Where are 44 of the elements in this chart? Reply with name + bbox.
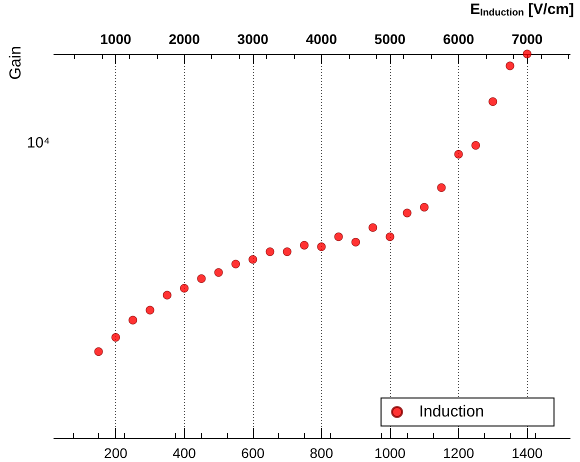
point xyxy=(248,255,258,264)
point xyxy=(282,247,292,256)
point xyxy=(214,268,223,277)
point xyxy=(506,62,514,70)
point xyxy=(266,247,274,256)
x2-tick-label: 4000 xyxy=(306,31,338,47)
point xyxy=(334,232,343,242)
point xyxy=(488,97,498,106)
point xyxy=(197,274,206,283)
point xyxy=(317,242,326,252)
point xyxy=(180,284,189,293)
point xyxy=(522,50,532,58)
y-axis-title: Gain xyxy=(8,46,24,80)
text: 10⁴ xyxy=(26,134,50,152)
x-tick-label: 600 xyxy=(241,445,265,461)
point xyxy=(94,347,103,356)
point xyxy=(402,208,412,218)
point xyxy=(351,238,360,246)
x2-tick-label: 3000 xyxy=(237,31,269,47)
x-tick-label: 800 xyxy=(310,445,334,461)
point xyxy=(386,232,394,242)
point xyxy=(420,202,429,212)
x-tick-label: 200 xyxy=(104,445,128,461)
point xyxy=(300,240,309,250)
x2-tick-label: 1000 xyxy=(100,31,132,47)
point xyxy=(128,316,138,324)
point xyxy=(162,290,172,300)
x2-tick-label: 2000 xyxy=(168,31,200,47)
x2-axis-title: EInduction [V/cm] xyxy=(470,1,574,18)
point xyxy=(368,223,378,232)
x-tick-label: 1000 xyxy=(374,445,406,461)
point xyxy=(231,260,240,268)
x-tick-label: 1400 xyxy=(512,445,543,461)
x2-tick-label: 6000 xyxy=(442,31,474,47)
point xyxy=(471,141,480,150)
x2-tick-label: 7000 xyxy=(512,31,543,47)
point xyxy=(146,306,154,314)
x-tick-label: 1200 xyxy=(442,445,474,461)
legend-label: Induction xyxy=(419,404,484,420)
point xyxy=(111,333,120,342)
point xyxy=(454,150,463,159)
point xyxy=(437,183,446,192)
x2-tick-label: 5000 xyxy=(374,31,406,47)
x-tick-label: 400 xyxy=(172,445,196,461)
